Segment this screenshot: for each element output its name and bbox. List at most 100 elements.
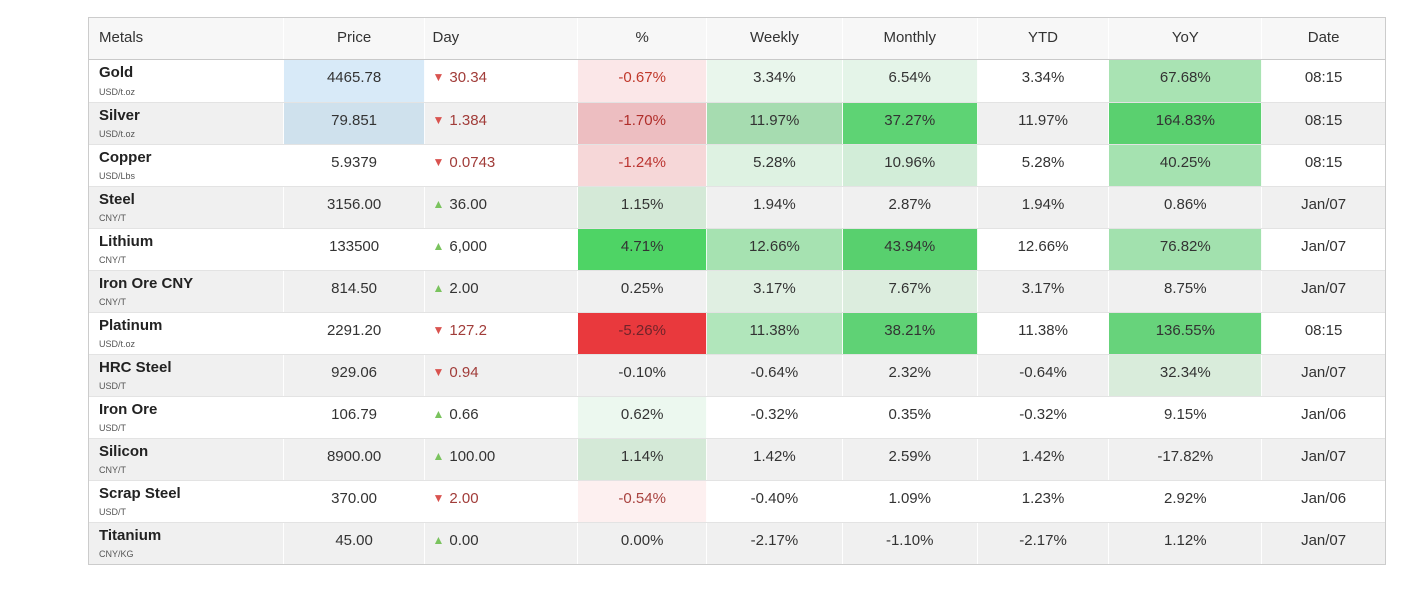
monthly-cell: 37.27% [842,103,978,144]
metal-cell[interactable]: Copper USD/Lbs [89,145,284,186]
day-change-value: 1.384 [449,112,487,129]
metal-cell[interactable]: Iron Ore USD/T [89,397,284,438]
metal-name[interactable]: Steel [99,191,135,208]
price-value: 45.00 [335,532,373,549]
header-price: Price [284,18,426,59]
header-metals: Metals [89,18,284,59]
down-triangle-icon: ▼ [432,323,445,337]
date-cell: 08:15 [1304,322,1343,339]
table-row[interactable]: Titanium CNY/KG 45.00 ▲ 0.00 0.00% -2.17%… [89,522,1385,564]
metal-cell[interactable]: Silver USD/t.oz [89,103,284,144]
metal-unit: CNY/T [99,297,126,307]
day-change-value: 0.00 [449,532,479,549]
metal-cell[interactable]: Gold USD/t.oz [89,60,284,102]
day-cell: ▼ 0.94 [425,355,579,396]
ytd-cell: 5.28% [978,145,1110,186]
price-cell: 79.851 [283,103,426,144]
day-change-value: 36.00 [449,196,487,213]
yoy-cell: 9.15% [1109,397,1263,438]
table-row[interactable]: Platinum USD/t.oz 2291.20 ▼ 127.2 -5.26% … [89,312,1385,354]
date-cell: 08:15 [1304,69,1343,86]
price-value: 133500 [329,238,380,255]
day-change-value: 30.34 [449,69,487,86]
metal-name[interactable]: Platinum [99,317,163,334]
price-value: 929.06 [331,364,378,381]
pct-cell: 0.25% [578,271,708,312]
metals-price-table: Metals Price Day % Weekly Monthly YTD Yo… [88,17,1386,565]
table-row[interactable]: Silicon CNY/T 8900.00 ▲ 100.00 1.14% 1.42… [89,438,1385,480]
ytd-cell: -0.32% [978,397,1110,438]
table-header-row: Metals Price Day % Weekly Monthly YTD Yo… [89,18,1385,60]
weekly-cell: 3.34% [707,60,843,102]
day-cell: ▼ 0.0743 [425,145,579,186]
metal-name[interactable]: Gold [99,64,134,81]
day-cell: ▲ 6,000 [425,229,579,270]
ytd-cell: 12.66% [978,229,1110,270]
metal-name[interactable]: Iron Ore CNY [99,275,194,292]
header-ytd: YTD [978,18,1110,59]
metal-unit: USD/t.oz [99,87,136,97]
price-cell: 929.06 [284,355,426,396]
metal-name[interactable]: Scrap Steel [99,485,181,502]
table-row[interactable]: Gold USD/t.oz 4465.78 ▼ 30.34 -0.67% 3.34… [89,60,1385,102]
weekly-cell: 12.66% [707,229,843,270]
down-triangle-icon: ▼ [432,491,445,505]
date-cell: Jan/07 [1301,448,1347,465]
monthly-cell: 7.67% [842,271,978,312]
metal-cell[interactable]: Platinum USD/t.oz [89,313,284,354]
metal-cell[interactable]: HRC Steel USD/T [89,355,284,396]
weekly-cell: -2.17% [707,523,843,564]
price-value: 106.79 [331,406,378,423]
monthly-cell: 43.94% [842,229,978,270]
table-row[interactable]: Scrap Steel USD/T 370.00 ▼ 2.00 -0.54% -0… [89,480,1385,522]
metal-name[interactable]: Copper [99,149,152,166]
metal-unit: USD/t.oz [99,129,136,139]
weekly-cell: 1.94% [707,187,843,228]
ytd-cell: 3.34% [978,60,1110,102]
yoy-cell: 164.83% [1109,103,1263,144]
metal-cell[interactable]: Steel CNY/T [89,187,284,228]
table-row[interactable]: Silver USD/t.oz 79.851 ▼ 1.384 -1.70% 11.… [89,102,1385,144]
metal-cell[interactable]: Iron Ore CNY CNY/T [89,271,284,312]
metal-name[interactable]: Iron Ore [99,401,158,418]
day-cell: ▲ 0.66 [425,397,579,438]
table-row[interactable]: Lithium CNY/T 133500 ▲ 6,000 4.71% 12.66%… [89,228,1385,270]
metal-cell[interactable]: Lithium CNY/T [89,229,284,270]
price-value: 5.9379 [331,154,378,171]
weekly-cell: -0.32% [707,397,843,438]
metal-cell[interactable]: Titanium CNY/KG [89,523,284,564]
table-row[interactable]: Iron Ore CNY CNY/T 814.50 ▲ 2.00 0.25% 3.… [89,270,1385,312]
ytd-cell: 3.17% [978,271,1110,312]
down-triangle-icon: ▼ [432,365,445,379]
header-percent: % [578,18,708,59]
monthly-cell: -1.10% [843,523,978,564]
metal-name[interactable]: Silicon [99,443,149,460]
monthly-cell: 6.54% [842,60,978,102]
table-row[interactable]: Iron Ore USD/T 106.79 ▲ 0.66 0.62% -0.32%… [89,396,1385,438]
yoy-cell: -17.82% [1109,439,1263,480]
date-cell: Jan/07 [1301,364,1347,381]
metal-name[interactable]: Lithium [99,233,154,250]
metal-name[interactable]: HRC Steel [99,359,172,376]
table-row[interactable]: Copper USD/Lbs 5.9379 ▼ 0.0743 -1.24% 5.2… [89,144,1385,186]
weekly-cell: 5.28% [707,145,843,186]
pct-cell: -0.10% [578,355,708,396]
monthly-cell: 38.21% [842,313,978,354]
metal-unit: USD/T [99,423,126,433]
pct-cell: -1.24% [578,145,708,186]
metal-cell[interactable]: Scrap Steel USD/T [89,481,284,522]
pct-cell: 4.71% [578,229,708,270]
ytd-cell: 1.42% [978,439,1110,480]
table-row[interactable]: HRC Steel USD/T 929.06 ▼ 0.94 -0.10% -0.6… [89,354,1385,396]
monthly-cell: 10.96% [842,145,978,186]
metal-name[interactable]: Titanium [99,527,162,544]
day-cell: ▲ 0.00 [425,523,579,564]
metal-name[interactable]: Silver [99,107,140,124]
table-row[interactable]: Steel CNY/T 3156.00 ▲ 36.00 1.15% 1.94% 2… [89,186,1385,228]
monthly-cell: 0.35% [843,397,978,438]
price-value: 8900.00 [326,448,382,465]
up-triangle-icon: ▲ [432,533,445,547]
price-value: 4465.78 [326,69,382,86]
date-cell: Jan/07 [1301,532,1347,549]
metal-cell[interactable]: Silicon CNY/T [89,439,284,480]
